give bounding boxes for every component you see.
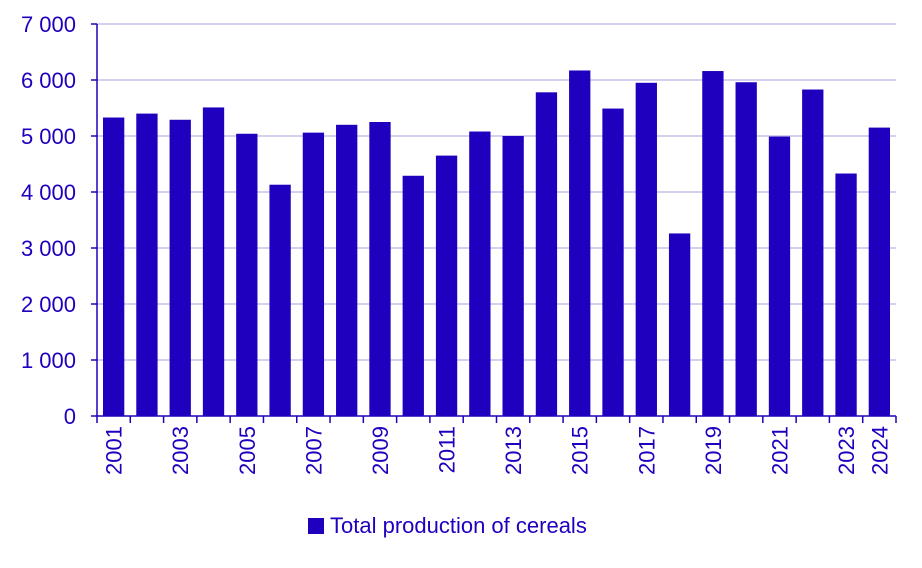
bar (668, 233, 691, 416)
bar (569, 70, 591, 416)
bar (202, 107, 225, 416)
bar (169, 119, 191, 416)
x-tick-label: 2013 (501, 426, 526, 475)
bar (302, 132, 325, 416)
bar (702, 71, 724, 416)
x-tick-labels: 2001 2003 2005 2007 2009 2011 2013 2015 2017 2019… (102, 426, 893, 475)
bar (369, 122, 391, 416)
axes (91, 23, 897, 423)
bar (102, 117, 125, 417)
bar (768, 136, 791, 416)
x-tick-label: 2001 (102, 426, 127, 475)
x-tick-label: 2005 (235, 426, 260, 475)
bar (502, 136, 524, 416)
y-tick-label: 0 (64, 404, 76, 429)
legend-swatch (308, 518, 324, 534)
y-tick-label: 2 000 (21, 292, 76, 317)
x-tick-label: 2007 (301, 426, 326, 475)
y-tick-label: 3 000 (21, 236, 76, 261)
bar (602, 108, 624, 416)
bar (236, 133, 258, 416)
bar (136, 113, 158, 416)
x-tick-label: 2021 (767, 426, 792, 475)
y-tick-label: 7 000 (21, 12, 76, 37)
bar (435, 155, 458, 416)
bar (269, 184, 291, 416)
bar (336, 124, 358, 417)
bar (802, 89, 824, 417)
bar (469, 131, 491, 416)
y-tick-label: 4 000 (21, 180, 76, 205)
y-tick-label: 1 000 (21, 348, 76, 373)
x-tick-label: 2017 (634, 426, 659, 475)
x-tick-label: 2009 (368, 426, 393, 475)
y-tick-labels: 0 1 000 2 000 3 000 4 000 5 000 6 000 7 000 (21, 12, 76, 429)
x-tick-label: 2015 (568, 426, 593, 475)
bar (635, 82, 657, 417)
x-tick-label: 2019 (701, 426, 726, 475)
bar (868, 127, 891, 416)
bar (402, 175, 424, 416)
bar (535, 92, 558, 416)
legend-label: Total production of cereals (330, 513, 587, 538)
y-tick-label: 6 000 (21, 68, 76, 93)
x-tick-label: 2011 (435, 426, 460, 473)
x-tick-label: 2023 (834, 426, 859, 475)
bars (102, 70, 891, 417)
bar (835, 173, 857, 416)
legend: Total production of cereals (308, 512, 587, 540)
bar (735, 82, 757, 417)
y-tick-label: 5 000 (21, 124, 76, 149)
gridlines (97, 23, 896, 361)
x-tick-label: 2024 (867, 426, 892, 475)
x-tick-label: 2003 (168, 426, 193, 475)
